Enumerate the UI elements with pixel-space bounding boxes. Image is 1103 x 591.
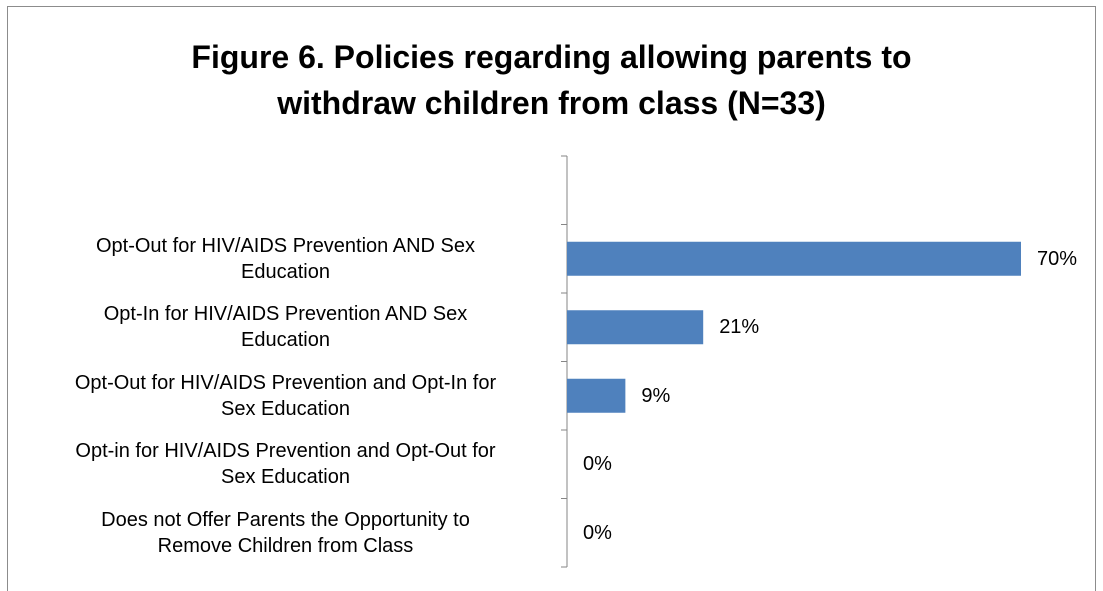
category-label: Opt-Out for HIV/AIDS Prevention and Opt-… [20,370,551,422]
data-label: 70% [1037,247,1078,270]
category-label: Opt-Out for HIV/AIDS Prevention AND Sex E… [20,233,551,285]
chart-title-line-1: Figure 6. Policies regarding allowing pa… [191,39,912,75]
data-label: 0% [583,453,612,476]
data-label: 9% [641,384,671,407]
category-label: Opt-In for HIV/AIDS Prevention AND Sex Ed… [20,301,551,353]
category-label-line: Remove Children from Class [157,534,414,557]
chart-frame [7,6,1096,591]
category-label-line: Opt-In for HIV/AIDS Prevention AND Sex [103,303,468,326]
category-label-line: Opt-Out for HIV/AIDS Prevention and Opt-… [74,371,497,394]
bar [567,378,626,413]
chart-title: Figure 6. Policies regarding allowing pa… [0,34,1103,126]
category-label-line: Opt-Out for HIV/AIDS Prevention AND Sex [95,234,476,257]
category-label-line: Education [241,329,330,352]
bar [567,241,1021,276]
category-label: Opt-in for HIV/AIDS Prevention and Opt-O… [20,438,551,490]
data-label: 21% [719,316,760,339]
bar [567,310,704,345]
category-label-line: Sex Education [221,466,350,489]
chart-title-line-2: withdraw children from class (N=33) [277,85,826,121]
category-label-line: Opt-in for HIV/AIDS Prevention and Opt-O… [75,440,496,463]
category-label-line: Does not Offer Parents the Opportunity t… [101,508,470,531]
category-label-line: Sex Education [221,397,350,420]
category-label: Does not Offer Parents the Opportunity t… [20,507,551,559]
category-label-line: Education [241,260,330,283]
data-label: 0% [583,521,612,544]
